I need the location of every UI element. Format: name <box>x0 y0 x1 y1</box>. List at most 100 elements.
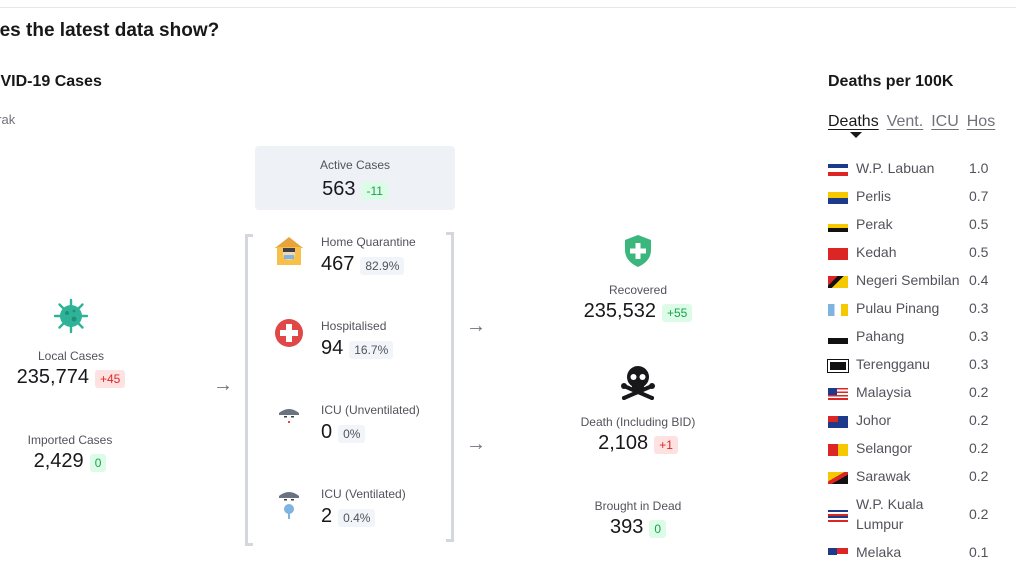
state-row: Negeri Sembilan 0.4 <box>828 272 1016 292</box>
state-name: W.P. Labuan <box>856 160 935 176</box>
malaysia-flag-icon <box>828 388 848 400</box>
state-name: Malaysia <box>856 384 912 400</box>
sarawak-flag-icon <box>828 472 848 484</box>
state-row: Johor 0.2 <box>828 412 1016 432</box>
state-name: Perak <box>856 216 893 232</box>
recovered-stat: 235,532 +55 <box>558 300 718 323</box>
state-row: W.P. Kuala Lumpur 0.2 <box>828 496 1016 536</box>
shield-plus-icon <box>623 234 653 273</box>
active-cases-box <box>255 146 455 210</box>
state-value: 0.5 <box>969 216 989 232</box>
state-name: Selangor <box>856 440 913 456</box>
tab-deaths[interactable]: Deaths <box>828 113 879 130</box>
state-row: Melaka 0.1 <box>828 544 1016 564</box>
state-value: 0.4 <box>969 272 989 288</box>
local-cases-value: 235,774 <box>16 366 89 388</box>
top-divider <box>0 7 1016 8</box>
active-cases-change: -11 <box>361 181 388 200</box>
state-row: Malaysia 0.2 <box>828 384 1016 404</box>
death-change: +1 <box>654 435 678 454</box>
home-quarantine-icon <box>274 235 304 272</box>
section-title: oes the latest data show? <box>0 20 220 41</box>
bid-label: Brought in Dead <box>594 499 682 513</box>
icu-patient-icon <box>276 405 302 434</box>
deaths-per-100k-title: Deaths per 100K <box>828 73 954 90</box>
active-cases-value: 563 <box>322 178 356 200</box>
right-bracket <box>446 232 454 542</box>
tab-hospitalised[interactable]: Hos <box>966 113 996 130</box>
metric-tabs: Deaths Vent. ICU Hos <box>828 113 1003 131</box>
bid-stat: 393 0 <box>578 516 698 539</box>
state-name: Terengganu <box>856 356 930 372</box>
state-name: Johor <box>856 412 892 428</box>
hospital-cross-icon <box>274 318 304 353</box>
pulau-pinang-flag-icon <box>828 304 848 316</box>
local-cases-stat: 235,774 +45 <box>0 366 142 389</box>
state-row: Sarawak 0.2 <box>828 468 1016 488</box>
state-name: Pulau Pinang <box>856 300 940 316</box>
arrow-right-icon: → <box>466 315 486 337</box>
left-bracket <box>245 234 253 546</box>
home-quarantine-label: Home Quarantine <box>321 235 416 249</box>
perlis-flag-icon <box>828 192 848 204</box>
labuan-flag-icon <box>828 164 848 176</box>
johor-flag-icon <box>828 416 848 428</box>
state-value: 0.1 <box>969 544 989 560</box>
state-row: Pulau Pinang 0.3 <box>828 300 1016 320</box>
state-value: 0.2 <box>969 506 989 522</box>
hospitalised-value: 94 <box>321 337 344 359</box>
death-value: 2,108 <box>598 432 649 454</box>
icu-ventilated-label: ICU (Ventilated) <box>321 487 406 501</box>
cases-title: OVID-19 Cases <box>0 73 102 90</box>
home-quarantine-stat: 467 82.9% <box>321 253 405 276</box>
imported-cases-value: 2,429 <box>33 450 84 472</box>
kuala-lumpur-flag-icon <box>828 510 848 522</box>
imported-cases-change: 0 <box>89 453 107 472</box>
hospitalised-pct: 16.7% <box>349 340 394 359</box>
bid-change: 0 <box>649 519 667 538</box>
ventilator-icon <box>276 488 302 525</box>
active-cases-stat: 563 -11 <box>255 178 455 201</box>
death-label: Death (Including BID) <box>580 415 696 429</box>
state-row: Terengganu 0.3 <box>827 356 1016 376</box>
tab-icu[interactable]: ICU <box>931 113 959 130</box>
death-stat: 2,108 +1 <box>568 432 708 455</box>
state-value: 0.7 <box>969 188 989 204</box>
state-row: W.P. Labuan 1.0 <box>828 160 1016 180</box>
state-name: Kedah <box>856 244 897 260</box>
melaka-flag-icon <box>828 548 848 560</box>
kedah-flag-icon <box>828 248 848 260</box>
icu-unventilated-stat: 0 0% <box>321 421 366 444</box>
state-row: Kedah 0.5 <box>828 244 1016 264</box>
state-name: Negeri Sembilan <box>856 272 960 288</box>
icu-ventilated-pct: 0.4% <box>338 508 376 527</box>
hospitalised-stat: 94 16.7% <box>321 337 394 360</box>
active-cases-label: Active Cases <box>319 158 391 172</box>
state-name: Pahang <box>856 328 905 344</box>
arrow-right-icon: → <box>466 433 486 455</box>
imported-cases-stat: 2,429 0 <box>10 450 130 473</box>
local-cases-label: Local Cases <box>37 349 105 363</box>
home-quarantine-value: 467 <box>321 253 355 275</box>
state-row: Perlis 0.7 <box>828 188 1016 208</box>
state-name: W.P. Kuala <box>856 496 924 512</box>
terengganu-flag-icon <box>827 359 849 373</box>
state-value: 0.3 <box>969 300 989 316</box>
state-name: Perlis <box>856 188 892 204</box>
skull-icon <box>620 364 656 405</box>
state-value: 0.2 <box>969 468 989 484</box>
state-name-line2: Lumpur <box>856 516 904 532</box>
state-value: 0.2 <box>969 412 989 428</box>
tab-vent[interactable]: Vent. <box>886 113 924 130</box>
recovered-value: 235,532 <box>583 300 656 322</box>
icu-unventilated-pct: 0% <box>338 424 366 443</box>
state-name: Sarawak <box>856 468 911 484</box>
state-value: 0.2 <box>969 440 989 456</box>
state-value: 0.2 <box>969 384 989 400</box>
local-cases-change: +45 <box>94 369 126 388</box>
imported-cases-label: Imported Cases <box>27 433 113 447</box>
recovered-label: Recovered <box>608 283 668 297</box>
state-value: 0.3 <box>969 328 989 344</box>
state-value: 0.5 <box>969 244 989 260</box>
state-name: Melaka <box>856 544 902 560</box>
